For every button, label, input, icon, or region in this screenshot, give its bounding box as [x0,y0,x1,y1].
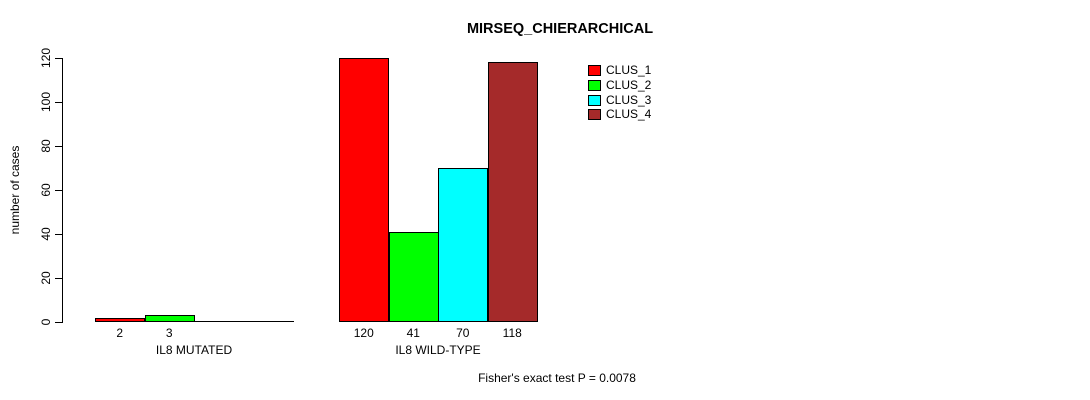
y-tick-label: 20 [39,271,53,285]
x-group-label: IL8 MUTATED [155,343,233,357]
bar-value-label: 118 [502,326,522,340]
fisher-test-annotation: Fisher's exact test P = 0.0078 [478,371,636,385]
bar [488,62,538,322]
bar-zero-baseline [194,321,244,322]
legend-label: CLUS_2 [606,77,652,92]
bar [145,315,195,322]
y-tick-label: 100 [39,91,53,113]
y-tick [55,322,62,323]
y-axis-label: number of cases [8,145,22,235]
chart-title: MIRSEQ_CHIERARCHICAL [466,21,654,37]
y-tick [55,58,62,59]
y-axis-line [62,58,63,323]
y-tick [55,146,62,147]
legend-swatch [588,94,601,106]
bar [438,168,488,322]
legend-label: CLUS_1 [606,63,652,77]
bar [339,58,389,322]
x-group-label: IL8 WILD-TYPE [395,343,481,357]
y-tick-label: 120 [39,47,53,69]
y-tick-label: 60 [39,183,53,197]
y-tick [55,278,62,279]
y-tick-label: 40 [39,227,53,241]
bar-value-label: 3 [165,326,173,340]
bar-zero-baseline [244,321,294,322]
bar-value-label: 70 [456,326,470,340]
bar [95,318,145,322]
bar-value-label: 2 [116,326,124,340]
y-tick-label: 0 [39,318,53,326]
bar-value-label: 41 [406,326,420,340]
y-tick [55,102,62,103]
legend-label: CLUS_4 [606,107,652,122]
y-tick-label: 80 [39,139,53,153]
legend-swatch [588,79,601,91]
legend-label: CLUS_3 [606,92,652,107]
y-tick [55,234,62,235]
bar-value-label: 120 [353,326,374,340]
bar [389,232,439,322]
legend-swatch [588,65,601,76]
legend-swatch [588,109,601,121]
y-tick [55,190,62,191]
